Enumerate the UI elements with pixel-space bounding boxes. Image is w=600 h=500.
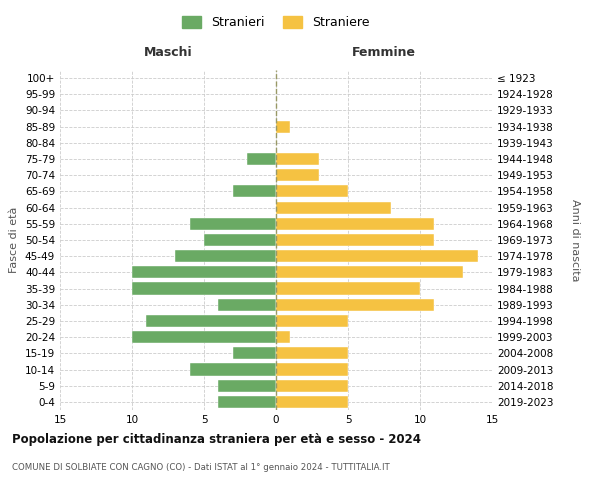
- Bar: [276, 250, 478, 262]
- Bar: [233, 186, 276, 198]
- Legend: Stranieri, Straniere: Stranieri, Straniere: [178, 11, 374, 34]
- Bar: [276, 218, 434, 230]
- Bar: [276, 331, 290, 343]
- Y-axis label: Anni di nascita: Anni di nascita: [570, 198, 580, 281]
- Bar: [276, 120, 290, 132]
- Bar: [276, 186, 348, 198]
- Bar: [276, 234, 434, 246]
- Bar: [204, 234, 276, 246]
- Bar: [190, 364, 276, 376]
- Bar: [218, 380, 276, 392]
- Bar: [276, 348, 348, 360]
- Bar: [132, 282, 276, 294]
- Bar: [276, 282, 420, 294]
- Bar: [276, 396, 348, 408]
- Y-axis label: Fasce di età: Fasce di età: [10, 207, 19, 273]
- Text: Popolazione per cittadinanza straniera per età e sesso - 2024: Popolazione per cittadinanza straniera p…: [12, 432, 421, 446]
- Bar: [190, 218, 276, 230]
- Bar: [276, 153, 319, 165]
- Bar: [146, 315, 276, 327]
- Text: Maschi: Maschi: [143, 46, 193, 59]
- Bar: [276, 380, 348, 392]
- Bar: [276, 315, 348, 327]
- Bar: [247, 153, 276, 165]
- Bar: [233, 348, 276, 360]
- Text: COMUNE DI SOLBIATE CON CAGNO (CO) - Dati ISTAT al 1° gennaio 2024 - TUTTITALIA.I: COMUNE DI SOLBIATE CON CAGNO (CO) - Dati…: [12, 462, 390, 471]
- Bar: [132, 266, 276, 278]
- Bar: [132, 331, 276, 343]
- Bar: [276, 298, 434, 311]
- Bar: [276, 202, 391, 213]
- Bar: [218, 298, 276, 311]
- Bar: [175, 250, 276, 262]
- Bar: [276, 364, 348, 376]
- Text: Femmine: Femmine: [352, 46, 416, 59]
- Bar: [218, 396, 276, 408]
- Bar: [276, 266, 463, 278]
- Bar: [276, 169, 319, 181]
